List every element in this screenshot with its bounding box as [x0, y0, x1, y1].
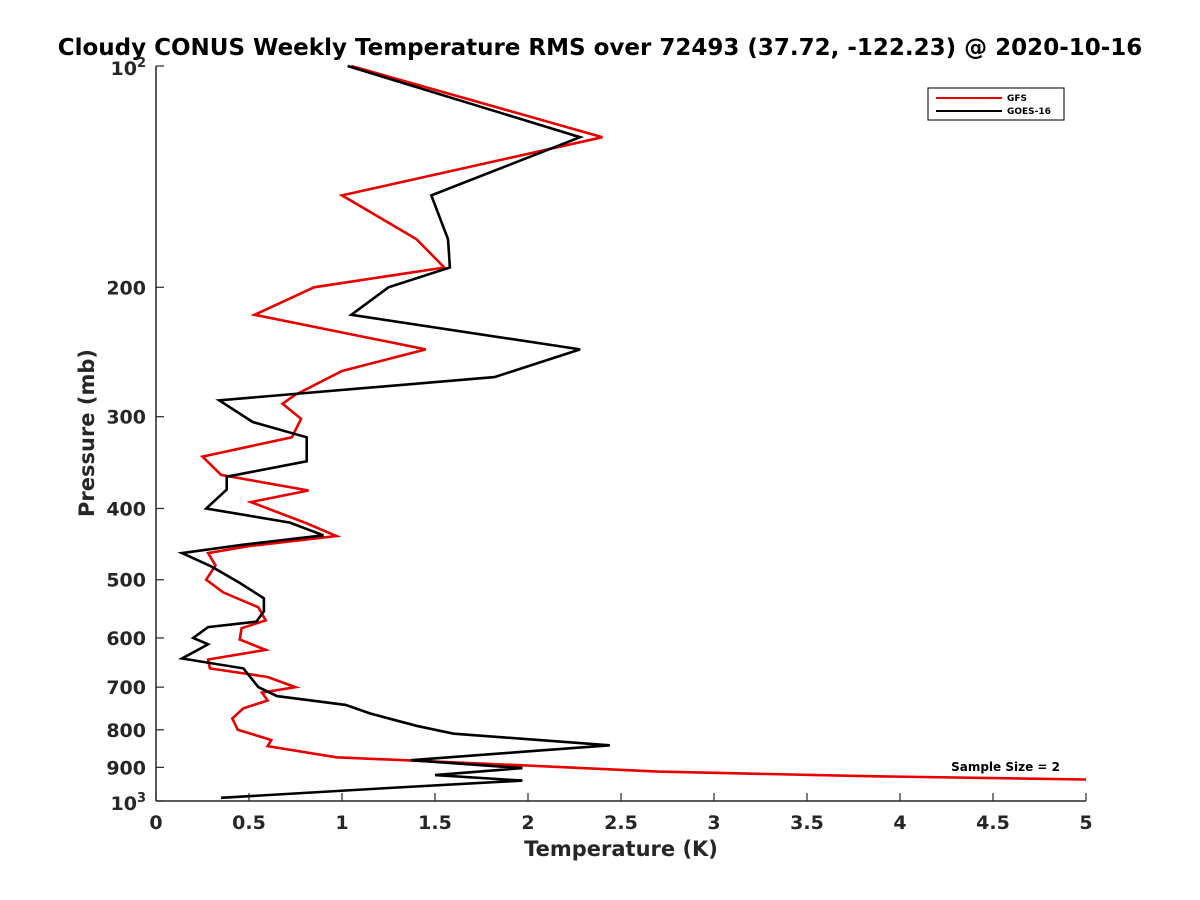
series-line-goes16	[177, 64, 610, 800]
x-axis-label: Temperature (K)	[524, 837, 718, 861]
y-tick-label: 600	[106, 628, 146, 650]
x-tick-label: 3	[707, 812, 720, 834]
x-axis-ticks: 0 0.5 1 1.5 2 2.5 3 3.5 4 4.5 5	[149, 793, 1093, 834]
y-tick-label: 200	[106, 277, 146, 299]
x-tick-label: 0	[149, 812, 162, 834]
y-tick-label: 800	[106, 720, 146, 742]
y-tick-label: 700	[106, 677, 146, 699]
legend-label-gfs: GFS	[1007, 94, 1027, 104]
y-tick-base: 10	[111, 793, 137, 815]
legend-box	[927, 87, 1065, 121]
x-tick-label: 0.5	[232, 812, 266, 834]
series-line-gfs	[199, 64, 1087, 781]
legend-label-goes16: GOES-16	[1007, 107, 1051, 117]
x-tick-label: 3.5	[790, 812, 824, 834]
x-tick-label: 4.5	[976, 812, 1010, 834]
y-tick-label: 300	[106, 407, 146, 429]
x-tick-label: 2.5	[604, 812, 638, 834]
x-tick-label: 2	[521, 812, 534, 834]
sample-size-annotation: Sample Size = 2	[951, 760, 1060, 774]
x-tick-label: 4	[893, 812, 906, 834]
y-tick-exponent: 3	[137, 791, 146, 806]
y-tick-label: 900	[106, 757, 146, 779]
series-layer	[177, 64, 1087, 800]
y-tick-label-power: 103	[111, 791, 147, 815]
chart-title: Cloudy CONUS Weekly Temperature RMS over…	[58, 35, 1143, 61]
y-tick-label-power: 102	[111, 56, 147, 80]
y-tick-label: 500	[106, 570, 146, 592]
legend: GFS GOES-16	[927, 87, 1065, 121]
x-tick-label: 1	[335, 812, 348, 834]
y-tick-label: 400	[106, 499, 146, 521]
y-tick-exponent: 2	[137, 56, 146, 71]
x-tick-label: 1.5	[418, 812, 452, 834]
y-axis-label: Pressure (mb)	[75, 349, 99, 517]
x-tick-label: 5	[1079, 812, 1092, 834]
y-tick-base: 10	[111, 58, 137, 80]
